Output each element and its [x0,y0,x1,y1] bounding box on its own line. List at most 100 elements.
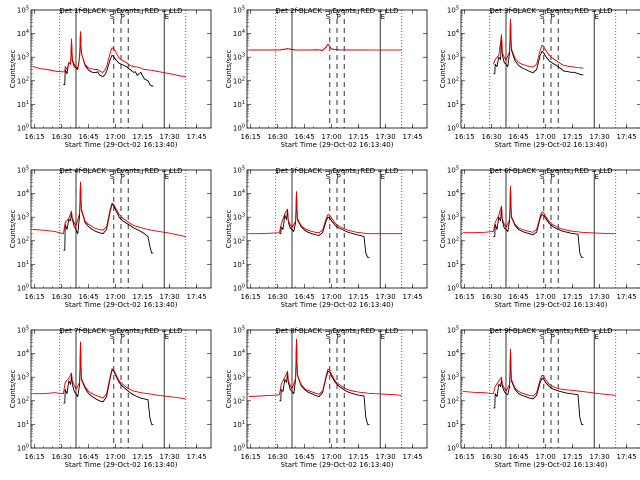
marker-letter: P [551,173,555,181]
y-tick-label: 105 [17,326,29,335]
y-tick-label: 100 [233,444,245,453]
marker-letter: E [595,13,599,21]
x-axis-label: Start Time (29-Oct-02 16:13:40) [495,301,608,309]
marker-letter: E [381,173,385,181]
x-tick-label: 17:45 [617,293,637,301]
x-axis-label: Start Time (29-Oct-02 16:13:40) [495,461,608,469]
plot-panel-7: Det 7f-BLACK = Events, RED = LLD10010110… [9,326,212,469]
y-tick-label: 100 [233,284,245,293]
y-axis-label: Counts/sec [9,370,17,409]
x-tick-label: 16:30 [52,293,72,301]
y-tick-label: 101 [233,420,245,429]
plot-frame [460,9,640,129]
marker-letter: E [381,13,385,21]
x-tick-label: 17:15 [349,293,369,301]
y-tick-label: 103 [447,53,459,62]
lld-series-line [462,348,616,397]
x-tick-label: 16:30 [52,133,72,141]
y-tick-label: 104 [447,29,459,38]
x-tick-label: 16:30 [52,453,72,461]
x-tick-label: 16:45 [509,133,529,141]
marker-letter: S [326,13,331,21]
x-tick-label: 16:45 [509,453,529,461]
y-tick-label: 101 [447,420,459,429]
lld-series-line [248,191,402,235]
x-tick-label: 17:30 [160,293,180,301]
y-tick-label: 104 [17,189,29,198]
marker-letter: S [326,333,331,341]
y-tick-label: 103 [233,213,245,222]
plot-panel-6: Det 6f-BLACK = Events, RED = LLD10010110… [439,166,640,309]
marker-letter: E [381,333,385,341]
y-tick-label: 104 [447,189,459,198]
marker-letter: P [337,13,341,21]
plot-panel-4: Det 4f-BLACK = Events, RED = LLD10010110… [9,166,212,309]
x-tick-label: 17:45 [403,293,423,301]
y-tick-label: 100 [233,124,245,133]
x-tick-label: 17:45 [187,293,207,301]
y-tick-label: 105 [17,166,29,175]
y-tick-label: 102 [17,396,29,405]
y-tick-label: 103 [447,373,459,382]
y-tick-label: 103 [17,373,29,382]
x-axis-label: Start Time (29-Oct-02 16:13:40) [281,301,394,309]
marker-letter: P [337,333,341,341]
marker-letter: S [326,173,331,181]
marker-letter: E [165,173,169,181]
y-tick-label: 103 [233,373,245,382]
marker-letter: S [110,173,115,181]
x-tick-label: 16:15 [25,453,45,461]
marker-letter: S [540,333,545,341]
y-tick-label: 104 [447,349,459,358]
y-tick-label: 105 [447,166,459,175]
marker-letter: S [110,333,115,341]
x-tick-label: 17:45 [187,133,207,141]
x-axis-label: Start Time (29-Oct-02 16:13:40) [281,141,394,149]
events-series-line [248,43,370,51]
y-tick-label: 101 [447,100,459,109]
x-tick-label: 17:30 [376,293,396,301]
y-tick-label: 102 [233,396,245,405]
marker-letter: S [110,13,115,21]
lld-series-line [462,186,616,235]
x-tick-label: 16:15 [25,293,45,301]
x-tick-label: 16:30 [482,293,502,301]
x-tick-label: 16:15 [455,133,475,141]
lld-series-line [32,31,186,78]
y-tick-label: 105 [447,6,459,15]
plot-panel-8: Det 8f-BLACK = Events, RED = LLD10010110… [225,326,428,469]
marker-letter: E [165,13,169,21]
marker-letter: S [540,13,545,21]
x-tick-label: 16:30 [268,453,288,461]
x-tick-label: 17:15 [563,453,583,461]
y-tick-label: 104 [233,29,245,38]
marker-letter: P [551,333,555,341]
y-axis-label: Counts/sec [225,50,233,89]
x-tick-label: 17:30 [160,133,180,141]
y-tick-label: 102 [233,76,245,85]
y-tick-label: 100 [17,284,29,293]
y-tick-label: 101 [17,100,29,109]
x-tick-label: 17:30 [590,293,610,301]
x-tick-label: 17:00 [106,453,126,461]
x-tick-label: 17:30 [590,453,610,461]
x-tick-label: 17:00 [322,293,342,301]
x-tick-label: 17:00 [322,453,342,461]
x-tick-label: 17:00 [106,293,126,301]
y-axis-label: Counts/sec [439,370,447,409]
marker-letter: P [121,173,125,181]
plot-panel-5: Det 5f-BLACK = Events, RED = LLD10010110… [225,166,428,309]
y-tick-label: 102 [447,236,459,245]
y-tick-label: 102 [17,76,29,85]
y-tick-label: 102 [447,76,459,85]
plot-panel-2: Det 2f-BLACK = Events, RED = LLD10010110… [225,6,428,149]
plot-frame [460,329,640,449]
marker-letter: E [595,173,599,181]
x-tick-label: 16:30 [482,133,502,141]
x-tick-label: 17:00 [536,453,556,461]
plot-panel-9: Det 9f-BLACK = Events, RED = LLD10010110… [439,326,640,469]
marker-letter: S [540,173,545,181]
lld-series-line [248,43,402,51]
x-tick-label: 17:00 [322,133,342,141]
marker-letter: P [551,13,555,21]
